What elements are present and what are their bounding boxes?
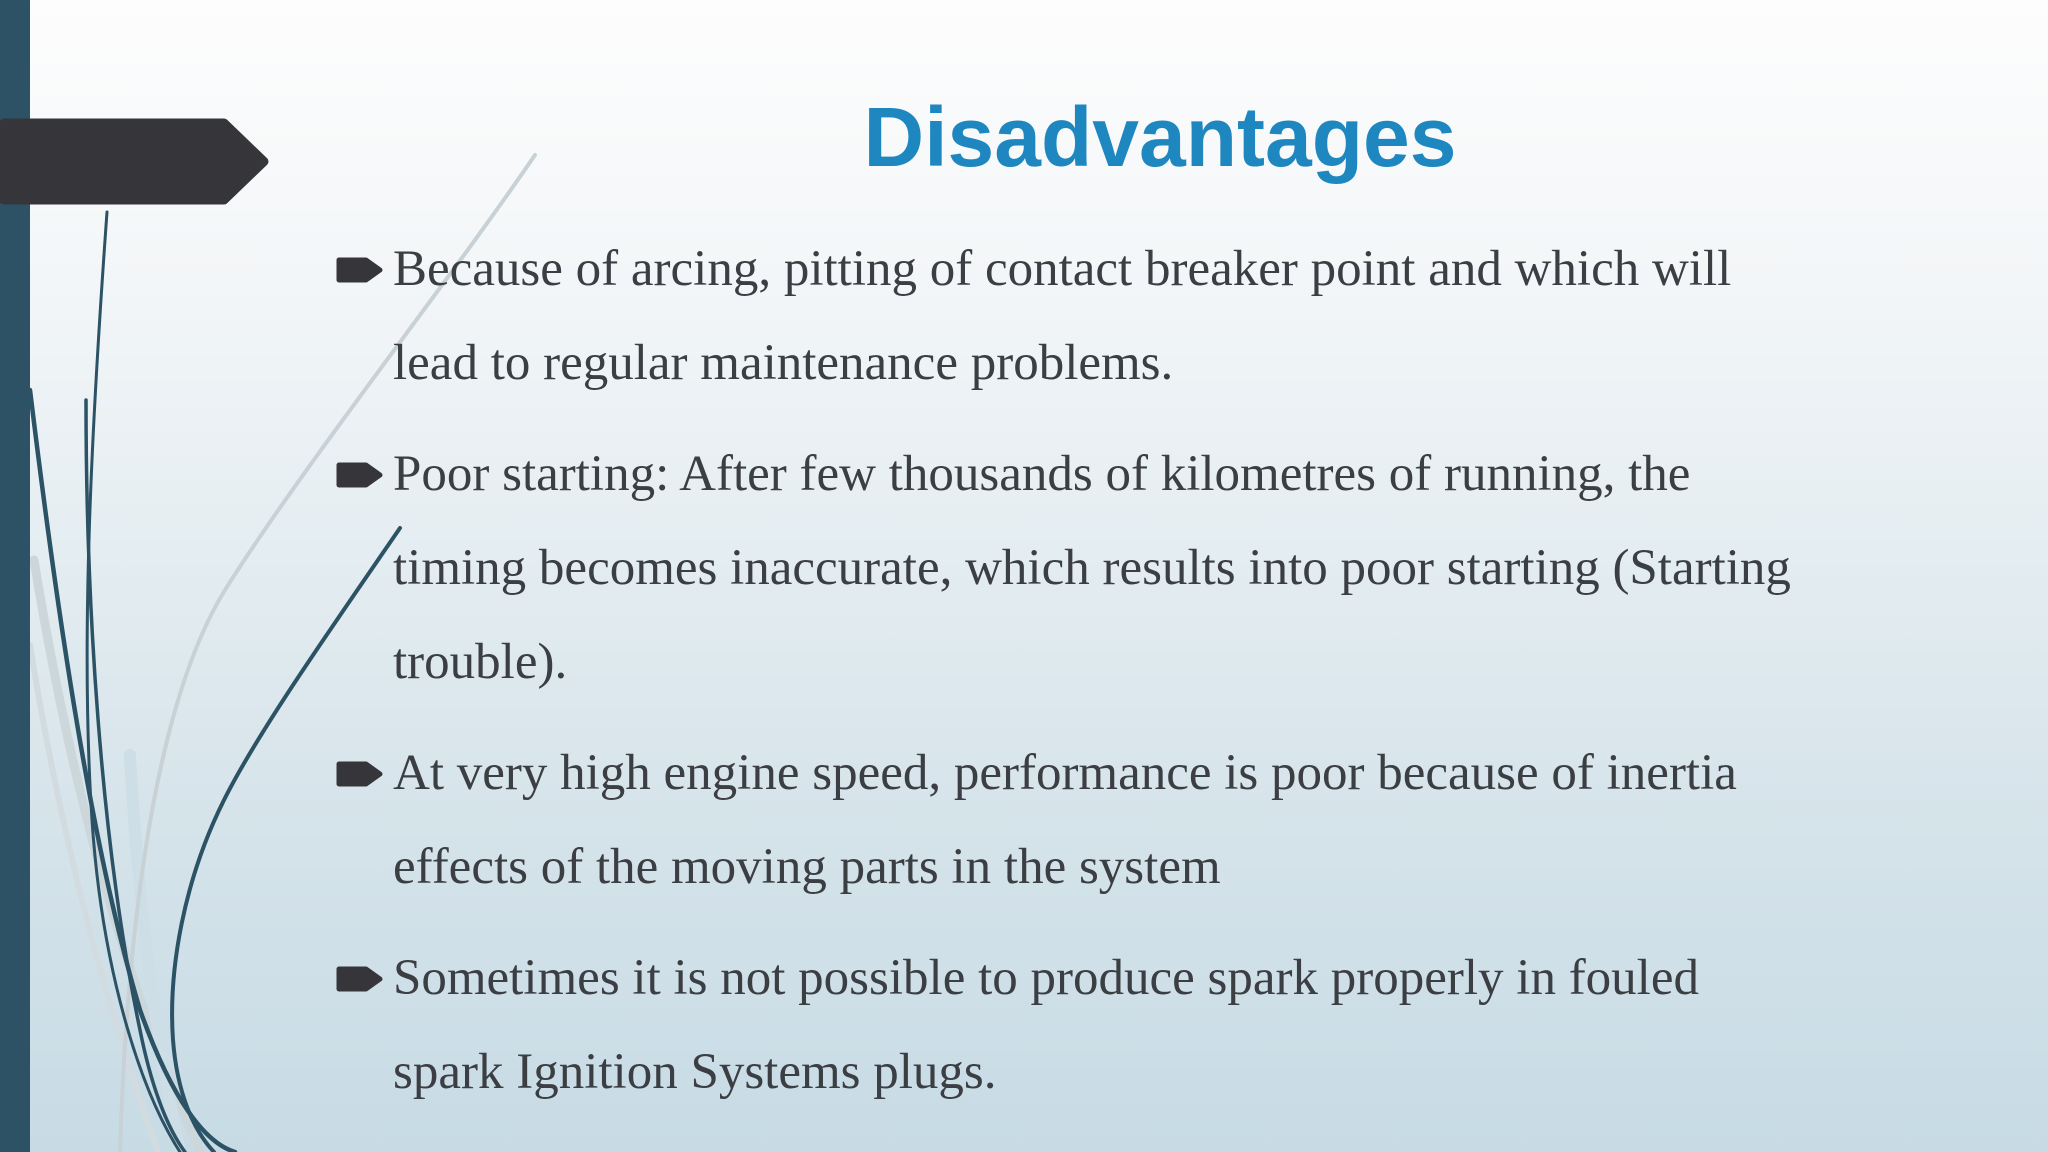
bullet-text-line: trouble).	[393, 634, 568, 690]
slide-title: Disadvantages	[863, 90, 1457, 184]
bullet-text-line: effects of the moving parts in the syste…	[393, 839, 1221, 895]
left-accent-bar	[0, 0, 30, 1152]
swoosh-gray-thick	[29, 555, 205, 1152]
arrow-right-banner-shape	[0, 118, 269, 205]
bullet-arrow-icon	[336, 257, 383, 283]
swoosh-pale-wide	[124, 749, 186, 1152]
bullet-item: At very high engine speed, performance i…	[336, 726, 1876, 914]
bullet-arrow-icon	[336, 462, 383, 488]
bullet-arrow-icon	[336, 966, 383, 992]
bullet-item: Because of arcing, pitting of contact br…	[336, 222, 1876, 410]
bullet-text-line: At very high engine speed, performance i…	[393, 745, 1737, 801]
bullet-text-line: Poor starting: After few thousands of ki…	[393, 446, 1691, 502]
bullet-list: Because of arcing, pitting of contact br…	[336, 222, 1876, 1136]
swoosh-dark-3	[84, 398, 187, 1152]
swoosh-dark-1	[85, 210, 182, 1152]
bullet-arrow-icon	[336, 761, 383, 787]
bullet-item: Poor starting: After few thousands of ki…	[336, 427, 1876, 709]
bullet-text-line: Sometimes it is not possible to produce …	[393, 950, 1699, 1006]
swoosh-dark-2	[27, 387, 238, 1152]
bullet-text-line: Because of arcing, pitting of contact br…	[393, 241, 1732, 297]
bullet-text-line: spark Ignition Systems plugs.	[393, 1044, 997, 1100]
swoosh-gray-mid	[27, 642, 161, 1152]
bullet-item: Sometimes it is not possible to produce …	[336, 931, 1876, 1119]
bullet-text-line: lead to regular maintenance problems.	[393, 335, 1174, 391]
bullet-text-line: timing becomes inaccurate, which results…	[393, 540, 1791, 596]
